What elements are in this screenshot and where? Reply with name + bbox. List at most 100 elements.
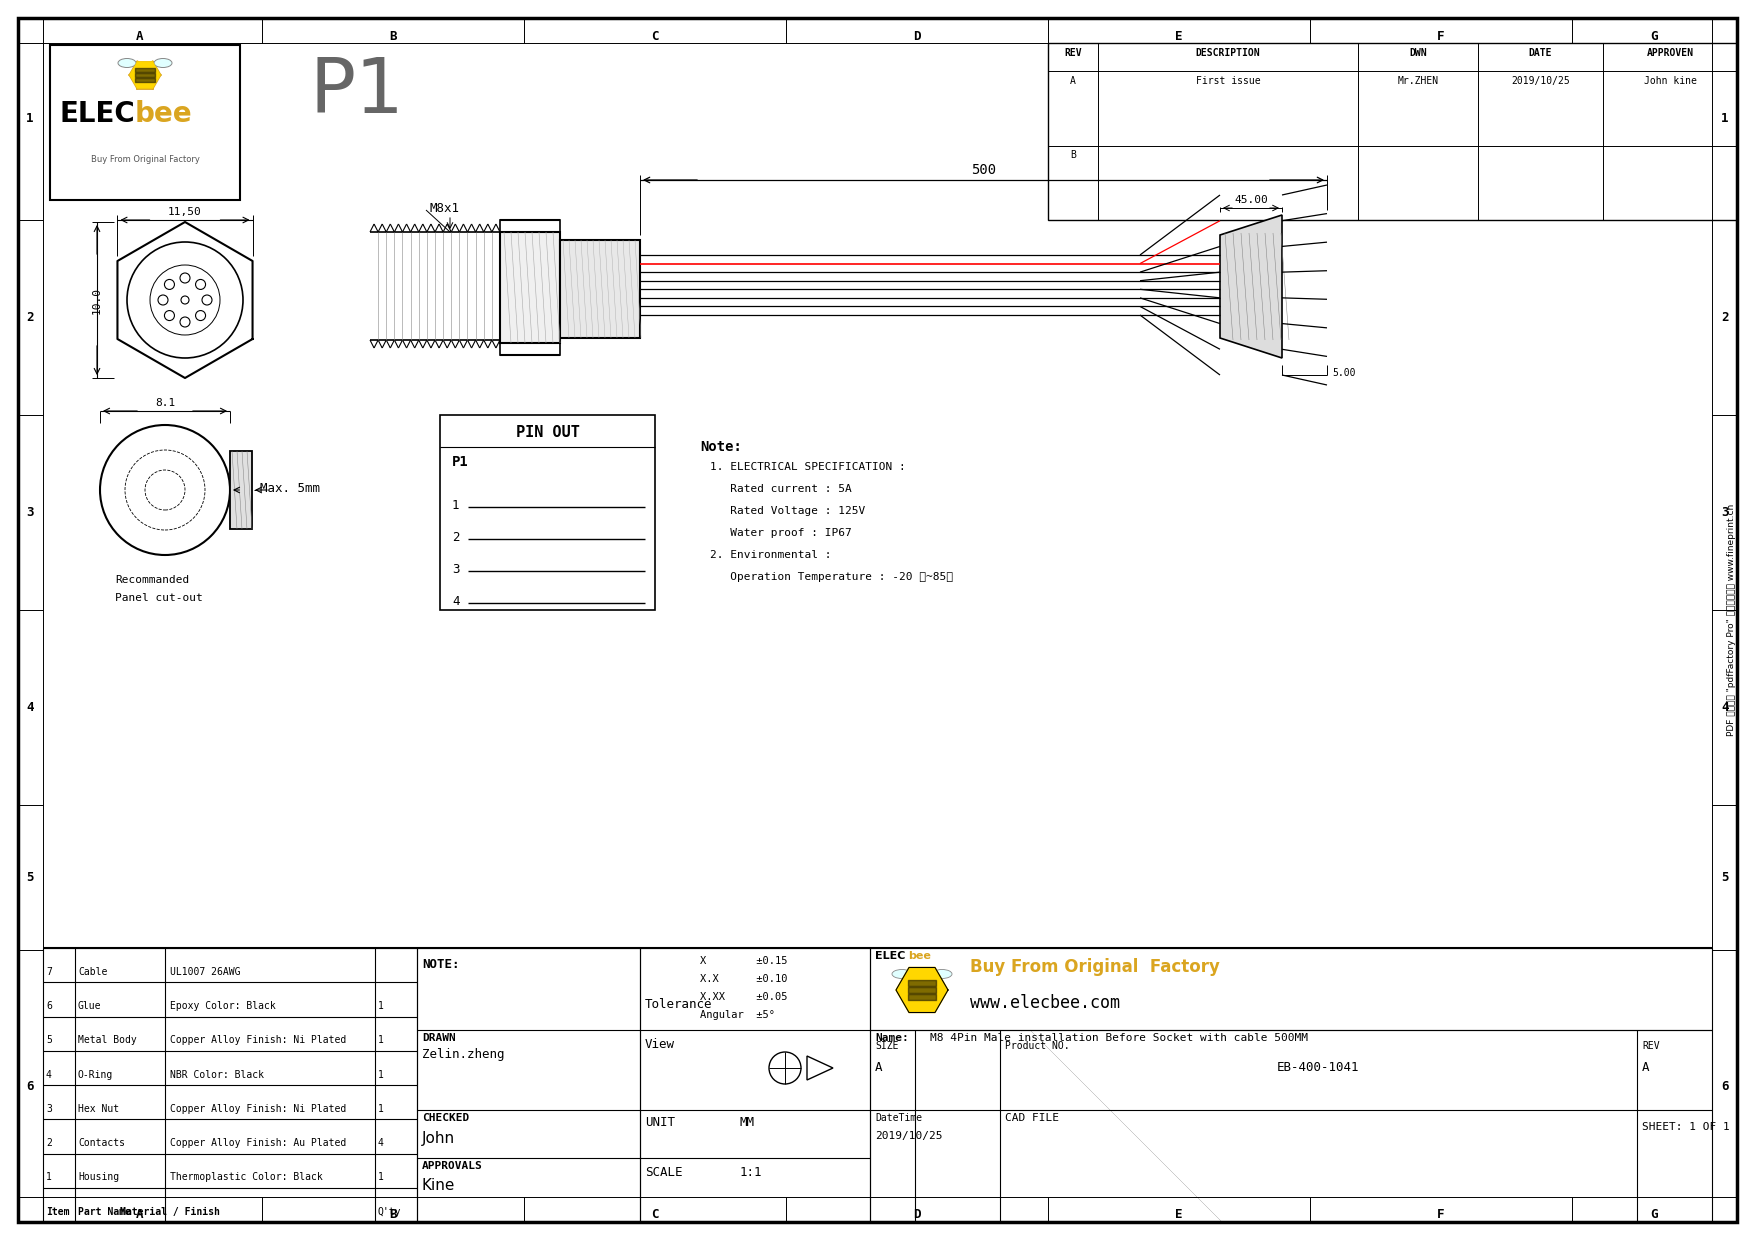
Polygon shape <box>1220 215 1281 358</box>
Text: C: C <box>651 1208 658 1220</box>
Text: 8.1: 8.1 <box>154 398 176 408</box>
Text: DRAWN: DRAWN <box>421 1033 456 1043</box>
Text: E: E <box>1176 1208 1183 1220</box>
Text: APPROVALS: APPROVALS <box>421 1161 483 1171</box>
Text: G: G <box>1651 1208 1658 1220</box>
Bar <box>870 949 1711 1221</box>
Text: 4: 4 <box>377 1138 384 1148</box>
Text: Material / Finish: Material / Finish <box>119 1207 219 1216</box>
Text: 5: 5 <box>1722 870 1729 884</box>
Polygon shape <box>897 967 948 1013</box>
Text: A: A <box>1071 76 1076 86</box>
Circle shape <box>165 279 174 289</box>
Text: M8 4Pin Male installation Before Socket with cable 500MM: M8 4Pin Male installation Before Socket … <box>930 1033 1307 1043</box>
Text: X.XX     ±0.05: X.XX ±0.05 <box>700 992 788 1002</box>
Text: 5: 5 <box>26 870 33 884</box>
Text: SIZE: SIZE <box>876 1042 899 1052</box>
Text: Rated current : 5A: Rated current : 5A <box>711 484 851 494</box>
Text: Part Name: Part Name <box>77 1207 132 1216</box>
Text: Copper Alloy Finish: Ni Plated: Copper Alloy Finish: Ni Plated <box>170 1035 346 1045</box>
Text: Thermoplastic Color: Black: Thermoplastic Color: Black <box>170 1172 323 1182</box>
Text: 4: 4 <box>1722 701 1729 714</box>
Text: 2: 2 <box>1722 311 1729 324</box>
Text: www.elecbee.com: www.elecbee.com <box>971 994 1120 1012</box>
Text: A: A <box>1643 1061 1650 1074</box>
Circle shape <box>181 273 190 283</box>
Text: 6: 6 <box>1722 1080 1729 1092</box>
Text: Epoxy Color: Black: Epoxy Color: Black <box>170 1001 276 1011</box>
Text: 2: 2 <box>46 1138 53 1148</box>
Bar <box>441 415 655 610</box>
Text: Panel cut-out: Panel cut-out <box>116 593 204 603</box>
Text: X        ±0.15: X ±0.15 <box>700 956 788 966</box>
Text: B: B <box>390 1208 397 1220</box>
Text: Buy From Original Factory: Buy From Original Factory <box>91 155 200 164</box>
Circle shape <box>181 317 190 327</box>
Text: 6: 6 <box>26 1080 33 1092</box>
Text: Zelin.zheng: Zelin.zheng <box>421 1048 504 1061</box>
Text: UNIT: UNIT <box>646 1116 676 1128</box>
Bar <box>230 451 253 529</box>
Text: B: B <box>1071 150 1076 160</box>
Text: A: A <box>137 30 144 42</box>
Text: John kine: John kine <box>1644 76 1697 86</box>
Ellipse shape <box>118 58 135 67</box>
Text: Name:: Name: <box>876 1033 909 1043</box>
Text: Metal Body: Metal Body <box>77 1035 137 1045</box>
Text: View: View <box>646 1038 676 1052</box>
Text: DWN: DWN <box>1409 48 1427 58</box>
Text: 500: 500 <box>971 162 997 177</box>
Polygon shape <box>130 62 160 88</box>
Text: SHEET: 1 OF 1: SHEET: 1 OF 1 <box>1643 1122 1730 1132</box>
Text: Kine: Kine <box>421 1178 455 1193</box>
Text: CHECKED: CHECKED <box>421 1114 469 1123</box>
Text: P1: P1 <box>311 55 405 129</box>
Text: Rated Voltage : 125V: Rated Voltage : 125V <box>711 506 865 516</box>
Text: bee: bee <box>907 951 930 961</box>
Text: D: D <box>913 30 921 42</box>
Text: 2019/10/25: 2019/10/25 <box>876 1131 942 1141</box>
Text: DateTime: DateTime <box>876 1114 921 1123</box>
Text: ELEC: ELEC <box>876 951 906 961</box>
Text: Tolerance: Tolerance <box>646 998 713 1011</box>
Bar <box>500 343 560 355</box>
Text: PDF 文件使用 "pdfFactory Pro" 试用版本创建 www.fineprint.cn: PDF 文件使用 "pdfFactory Pro" 试用版本创建 www.fin… <box>1727 503 1736 737</box>
Text: MM: MM <box>741 1116 755 1128</box>
Text: 1: 1 <box>453 498 460 512</box>
Text: John: John <box>421 1131 455 1146</box>
Text: 1. ELECTRICAL SPECIFICATION :: 1. ELECTRICAL SPECIFICATION : <box>711 463 906 472</box>
Text: Max. 5mm: Max. 5mm <box>260 481 319 495</box>
Bar <box>49 45 240 200</box>
Text: Product NO.: Product NO. <box>1006 1042 1069 1052</box>
Circle shape <box>202 295 212 305</box>
Text: E: E <box>1176 30 1183 42</box>
Text: NOTE:: NOTE: <box>421 959 460 971</box>
Text: First issue: First issue <box>1195 76 1260 86</box>
Text: Angular  ±5°: Angular ±5° <box>700 1011 776 1021</box>
Bar <box>1048 43 1737 219</box>
Text: APPROVEN: APPROVEN <box>1646 48 1694 58</box>
Text: UL1007 26AWG: UL1007 26AWG <box>170 967 240 977</box>
Circle shape <box>165 310 174 321</box>
Text: 6: 6 <box>46 1001 53 1011</box>
Text: 3: 3 <box>453 563 460 577</box>
Text: 3: 3 <box>26 506 33 520</box>
Text: X.X      ±0.10: X.X ±0.10 <box>700 973 788 985</box>
Text: 10.0: 10.0 <box>91 286 102 314</box>
Text: bee: bee <box>135 100 193 128</box>
Text: Buy From Original  Factory: Buy From Original Factory <box>971 959 1220 976</box>
Text: B: B <box>390 30 397 42</box>
Text: 11,50: 11,50 <box>168 207 202 217</box>
Text: O-Ring: O-Ring <box>77 1070 114 1080</box>
Text: Operation Temperature : -20 ℃~85℃: Operation Temperature : -20 ℃~85℃ <box>711 572 953 582</box>
Ellipse shape <box>892 970 913 978</box>
Text: Copper Alloy Finish: Ni Plated: Copper Alloy Finish: Ni Plated <box>170 1104 346 1114</box>
Text: Note:: Note: <box>700 440 742 454</box>
Text: 45.00: 45.00 <box>1234 195 1267 205</box>
Text: A: A <box>876 1061 883 1074</box>
Text: 1:1: 1:1 <box>741 1166 762 1179</box>
Bar <box>500 232 560 343</box>
Text: C: C <box>651 30 658 42</box>
Bar <box>641 949 870 1221</box>
Text: 5: 5 <box>46 1035 53 1045</box>
